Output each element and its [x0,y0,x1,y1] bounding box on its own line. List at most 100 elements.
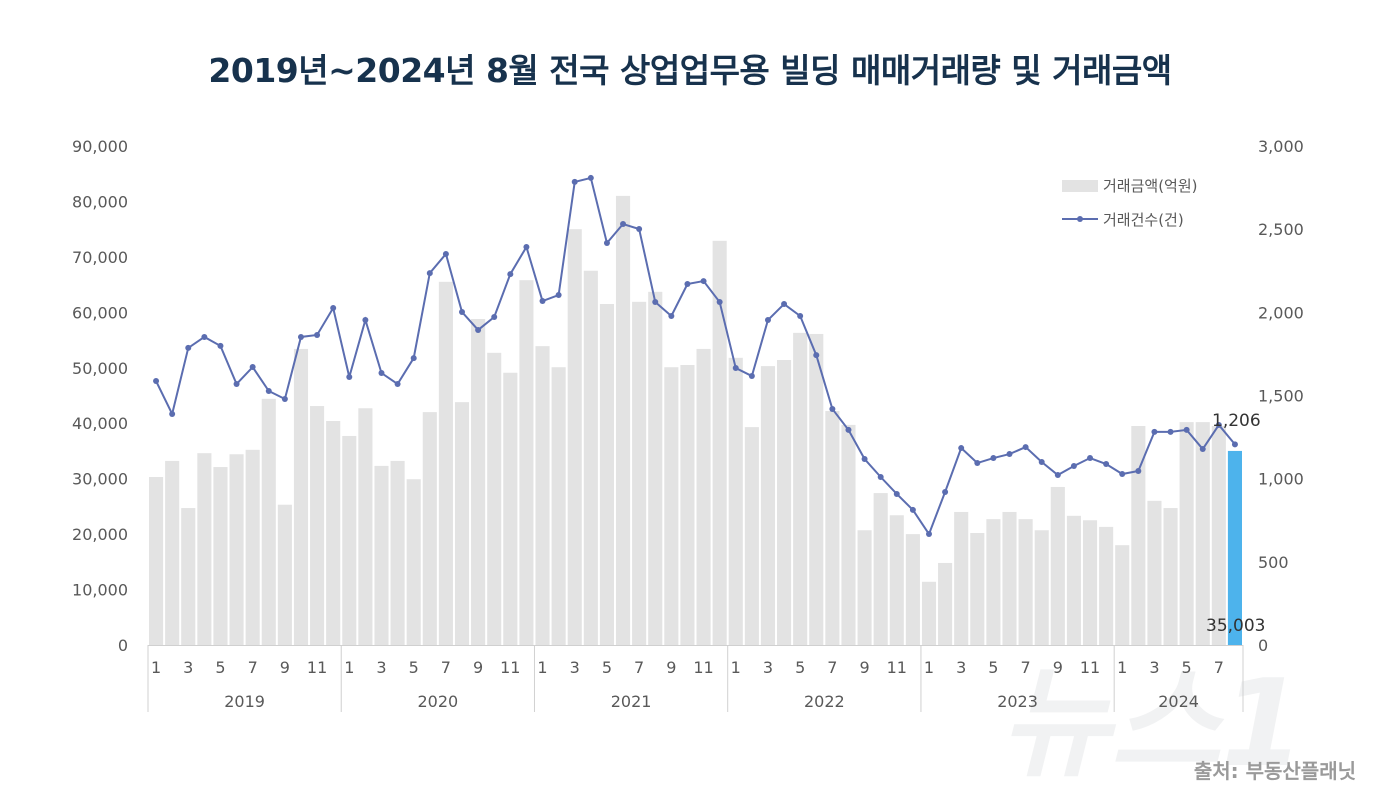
line-point [410,355,417,362]
bar [696,348,711,645]
bar [519,280,534,645]
x-month-tick-label: 5 [1182,658,1192,677]
x-year-label: 2022 [804,692,845,711]
bar [777,360,792,645]
bar [921,581,937,645]
watermark-text: 뉴스1 [1000,655,1304,794]
bar [567,229,582,645]
bar [1066,515,1081,645]
legend-bar-label: 거래금액(억원) [1103,177,1198,195]
bar [905,534,920,645]
line-point [378,370,385,377]
line-point [1215,421,1222,428]
bar [1163,508,1178,645]
x-year-label: 2024 [1158,692,1199,711]
bar [1131,425,1146,645]
bar [1195,422,1210,645]
bar [406,479,421,645]
data-label-last-point: 1,206 [1212,411,1261,431]
line-point [1006,451,1013,458]
line-point [201,333,208,340]
line-point [475,326,482,333]
bar [1227,450,1242,645]
bar [310,406,325,645]
x-month-tick-label: 11 [693,658,713,677]
bar [712,240,727,645]
line-point [716,299,723,306]
y-right-tick-label: 2,500 [1258,220,1304,239]
line-point [781,301,788,308]
line-point [1022,444,1029,451]
source-credit: 출처: 부동산플래닛 [1193,759,1356,783]
bar [261,398,276,645]
line-point [1038,459,1045,466]
line-point [233,381,240,388]
line-point [555,292,562,299]
x-month-tick-label: 9 [280,658,290,677]
x-month-tick-label: 7 [1021,658,1031,677]
x-month-tick-label: 7 [1214,658,1224,677]
x-month-tick-label: 7 [827,658,837,677]
bar [841,424,856,645]
line-point [942,488,949,495]
x-month-tick-label: 5 [988,658,998,677]
bar [293,348,309,645]
line-point [797,312,804,319]
line-point [684,281,691,288]
x-month-tick-label: 7 [441,658,451,677]
line-point [281,395,288,402]
x-month-tick-label: 1 [1117,658,1127,677]
x-year-label: 2023 [997,692,1038,711]
bar [744,427,759,645]
bar [1050,486,1065,645]
bar [487,352,502,645]
x-month-tick-label: 9 [859,658,869,677]
y-right-tick-label: 0 [1258,636,1268,655]
line-point [829,405,836,412]
y-left-tick-label: 90,000 [72,137,128,156]
y-left-tick-label: 50,000 [72,359,128,378]
line-point [1103,461,1110,468]
bar [680,365,695,645]
bar [728,357,743,645]
bar [277,504,292,645]
bar [229,454,244,645]
x-month-tick-label: 9 [473,658,483,677]
line-point [1183,426,1190,433]
bar [454,402,470,645]
bar [986,519,1001,645]
bar [245,449,260,645]
x-year-label: 2019 [224,692,265,711]
line-point [603,239,610,246]
x-month-tick-label: 3 [570,658,580,677]
bar [1082,520,1098,645]
bar [1018,519,1033,645]
line-point [700,278,707,285]
bar [422,412,437,645]
bar [938,562,953,645]
y-right-tick-label: 3,000 [1258,137,1304,156]
line-point [442,250,449,257]
legend-line-marker [1077,216,1083,222]
bar [825,411,840,645]
line-point [958,445,965,452]
bar [583,270,598,645]
bar [599,304,614,645]
x-month-tick-label: 11 [307,658,327,677]
line-point [1054,472,1061,479]
x-year-label: 2021 [611,692,652,711]
line-point [1135,468,1142,475]
line-point [990,455,997,462]
x-month-tick-label: 5 [602,658,612,677]
x-month-tick-label: 1 [151,658,161,677]
line-point [330,305,337,312]
line-point [668,312,675,319]
x-month-tick-label: 5 [795,658,805,677]
line-point [523,243,530,250]
x-month-tick-label: 9 [1053,658,1063,677]
line-point [217,342,224,349]
bar [664,367,679,645]
bar [1034,530,1049,645]
data-label-last-bar: 35,003 [1206,616,1265,636]
x-month-tick-label: 7 [634,658,644,677]
